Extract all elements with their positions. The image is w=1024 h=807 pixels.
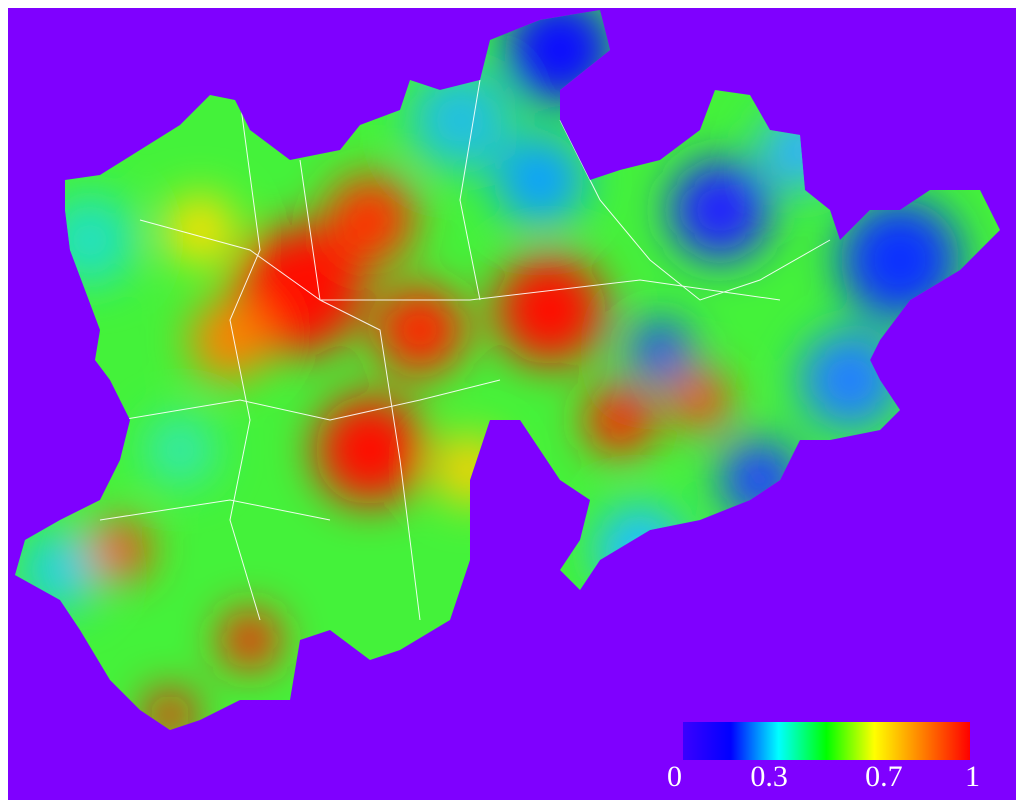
colorbar-tick-label: 0.7 [865, 760, 903, 793]
colorbar-tick-label: 0.3 [750, 760, 788, 793]
colorbar-tick-label: 1 [965, 760, 980, 793]
colorbar [683, 722, 970, 760]
colorbar-tick-label: 0 [667, 760, 682, 793]
